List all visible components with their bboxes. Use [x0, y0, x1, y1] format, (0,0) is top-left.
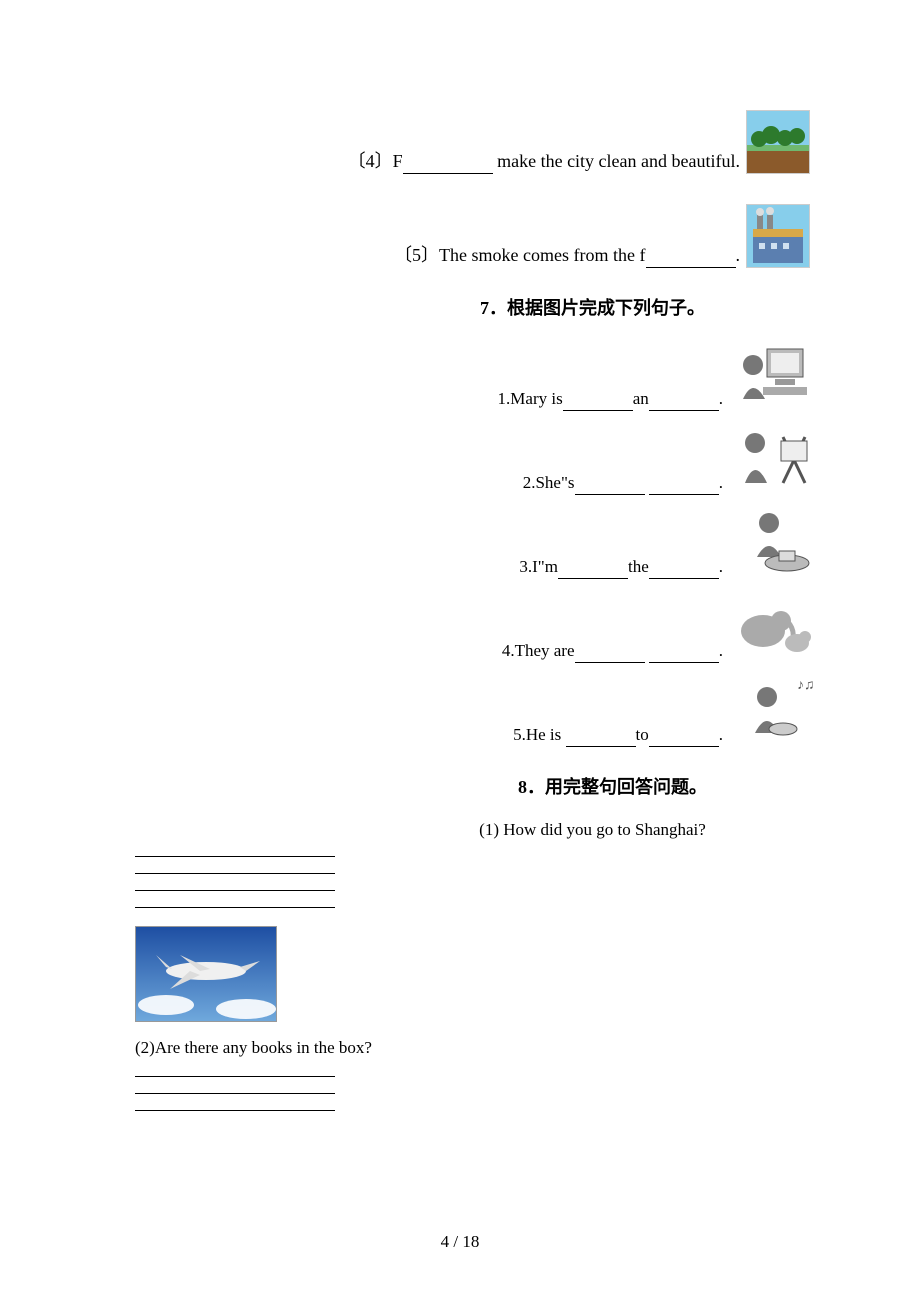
blank[interactable] [403, 155, 493, 174]
page-number: 4 / 18 [0, 1232, 920, 1252]
page-content: 〔4〕F make the city clean and beautiful. … [0, 0, 920, 1181]
blank[interactable] [649, 645, 719, 663]
sec7-text: 4.They are . [502, 639, 723, 663]
forest-icon [746, 110, 810, 174]
blank[interactable] [575, 645, 645, 663]
q6-5-prefix: 〔5〕The smoke comes from the f [394, 243, 645, 268]
sec7-item-2: 2.She"s . [395, 423, 815, 495]
answer-line[interactable] [135, 1062, 335, 1077]
blank[interactable] [646, 249, 736, 268]
boy-music-icon: ♪♫ [733, 675, 815, 747]
sec7-4-before: 4.They are [502, 641, 575, 660]
sec7-text: 5.He is to. [513, 723, 723, 747]
answer-line[interactable] [135, 893, 335, 908]
answer-line[interactable] [135, 1096, 335, 1111]
blank[interactable] [563, 393, 633, 411]
answer-lines-q2[interactable] [135, 1062, 810, 1111]
elephants-icon [733, 591, 815, 663]
section7-heading: 7．根据图片完成下列句子。 [375, 296, 810, 321]
sec7-2-before: 2.She"s [523, 473, 575, 492]
sec7-4-after: . [719, 641, 723, 660]
section8-heading: 8．用完整句回答问题。 [415, 775, 810, 800]
blank[interactable] [575, 477, 645, 495]
answer-line[interactable] [135, 859, 335, 874]
q6-item-5: 〔5〕The smoke comes from the f . [275, 204, 810, 268]
sec7-5-after: . [719, 725, 723, 744]
sec7-item-3: 3.I"m the. [395, 507, 815, 579]
answer-line[interactable] [135, 1079, 335, 1094]
girl-computer-icon [733, 339, 815, 411]
blank[interactable] [649, 729, 719, 747]
q6-4-suffix: make the city clean and beautiful. [493, 149, 740, 174]
sec7-3-mid: the [628, 557, 649, 576]
svg-text:♪♫: ♪♫ [797, 678, 815, 693]
answer-line[interactable] [135, 842, 335, 857]
sec7-item-1: 1.Mary is an. [395, 339, 815, 411]
sec7-text: 1.Mary is an. [498, 387, 723, 411]
q6-item-4: 〔4〕F make the city clean and beautiful. [275, 110, 810, 174]
section8-q1: (1) How did you go to Shanghai? [375, 818, 810, 842]
sec7-item-5: 5.He is to. ♪♫ [395, 675, 815, 747]
q6-5-suffix: . [736, 243, 741, 268]
sec7-item-4: 4.They are . [395, 591, 815, 663]
answer-lines-q1[interactable] [135, 842, 810, 908]
factory-icon [746, 204, 810, 268]
section8-q2: (2)Are there any books in the box? [135, 1036, 810, 1060]
sec7-3-before: 3.I"m [519, 557, 558, 576]
sec7-2-after: . [719, 473, 723, 492]
sec7-1-before: 1.Mary is [498, 389, 563, 408]
blank[interactable] [558, 561, 628, 579]
girl-painting-icon [733, 423, 815, 495]
blank[interactable] [649, 393, 719, 411]
sec7-5-mid: to [636, 725, 649, 744]
blank[interactable] [649, 477, 719, 495]
airplane-icon [135, 926, 277, 1022]
sec7-3-after: . [719, 557, 723, 576]
sec7-text: 2.She"s . [523, 471, 723, 495]
sec7-text: 3.I"m the. [519, 555, 723, 579]
section7-items: 1.Mary is an. 2.She"s . [395, 339, 815, 747]
boy-washing-icon [733, 507, 815, 579]
sec7-1-after: . [719, 389, 723, 408]
blank[interactable] [649, 561, 719, 579]
answer-line[interactable] [135, 876, 335, 891]
sec7-1-mid: an [633, 389, 649, 408]
blank[interactable] [566, 729, 636, 747]
q6-4-prefix: 〔4〕F [348, 149, 403, 174]
sec7-5-before: 5.He is [513, 725, 565, 744]
